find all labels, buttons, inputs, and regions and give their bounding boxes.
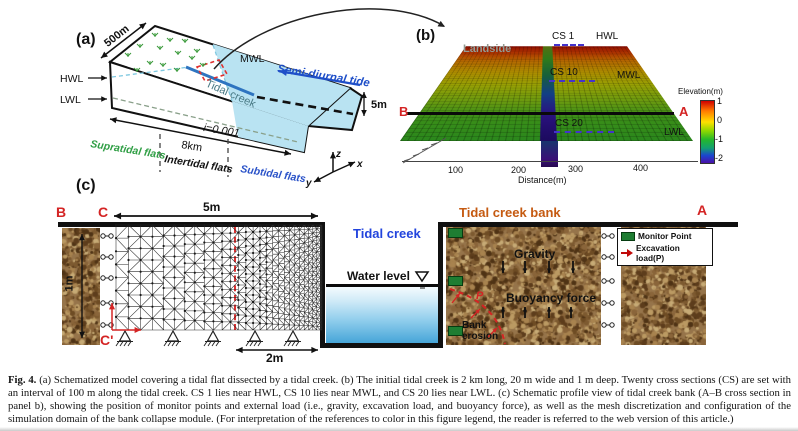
panel-b-label: (b)	[416, 27, 436, 44]
tidal-creek-title: Tidal creek	[353, 226, 421, 241]
monitor-point-bottom	[448, 326, 463, 336]
legend-excavation-row: Excavation load(P)	[621, 243, 709, 263]
hwl-label-b: HWL	[596, 31, 619, 42]
cs10-label: CS 10	[550, 67, 578, 78]
subtidal-water-front	[232, 101, 308, 152]
subtidal-water-top	[213, 44, 350, 126]
panel-b-left-axis	[402, 137, 447, 164]
gravity-label: Gravity	[514, 247, 556, 261]
monitor-point-icon	[621, 231, 635, 241]
tidal-flat-surface	[400, 46, 693, 141]
axis-x-label: x	[356, 159, 363, 170]
tidal-creek-label: Tidal creek	[204, 78, 258, 111]
buoyancy-label: Buoyancy force	[506, 291, 597, 305]
height-1m-label: 1m	[63, 275, 76, 292]
soil-texture-left	[62, 228, 100, 345]
load-p-label: P	[476, 290, 484, 302]
flat-front-face	[108, 60, 310, 154]
top-boundary-right	[438, 222, 738, 227]
corner-b-label: B	[56, 204, 67, 220]
elevation-colorbar	[700, 100, 715, 164]
legend-excavation-label: Excavation load(P)	[636, 243, 680, 263]
vegetation-symbols	[124, 32, 207, 72]
x-tick-100: 100	[448, 165, 464, 175]
legend-monitor-label: Monitor Point	[638, 231, 692, 241]
shoreline-dashed-line	[212, 44, 233, 102]
creek-front-section	[541, 141, 558, 167]
slope-label: i=0.001	[203, 122, 241, 140]
lwl-label-b: LWL	[664, 127, 684, 138]
water-level-label: Water level	[347, 269, 410, 283]
intertidal-flats-label: Intertidal flats	[164, 153, 234, 176]
x-tick-300: 300	[568, 164, 584, 174]
width-500m-label: 500m	[102, 23, 132, 50]
top-boundary-left	[58, 222, 324, 227]
cs1-dashed-line	[554, 44, 584, 46]
section-end-a: A	[679, 104, 689, 119]
x-axis-title: Distance(m)	[518, 175, 567, 185]
zoom-region-box	[195, 59, 229, 82]
tidal-creek-line	[185, 65, 255, 97]
subtidal-flats-label: Subtidal flats	[240, 163, 307, 185]
excavation-stage-line	[234, 227, 236, 330]
axis-y-label: y	[305, 178, 312, 189]
water-surface-line	[326, 284, 438, 287]
axis-z-label: z	[335, 149, 341, 160]
toe-2m-label: 2m	[266, 351, 284, 365]
x-tick-200: 200	[511, 165, 527, 175]
cs20-label: CS 20	[555, 118, 583, 129]
panel-a-arrows	[88, 20, 445, 183]
hwl-label: HWL	[60, 73, 83, 85]
creek-bottom	[320, 343, 443, 348]
landside-label: Landside	[463, 43, 512, 55]
flat-top-face	[107, 24, 352, 128]
supratidal-flats-label: Supratidal flats	[90, 138, 167, 162]
creek-dashed-continuation	[256, 95, 354, 116]
monitor-point-top	[448, 228, 463, 238]
x-tick-400: 400	[633, 163, 649, 173]
lwl-dashed-line	[112, 97, 299, 143]
cs10-dashed-line	[549, 80, 595, 82]
cbar-tick-m2: -2	[715, 153, 724, 163]
panel-a-label: (a)	[76, 31, 96, 48]
panel-c-label: (c)	[76, 177, 96, 194]
mwl-label: MWL	[240, 53, 265, 65]
cs1-label: CS 1	[552, 31, 575, 42]
length-8km-label: 8km	[181, 139, 203, 154]
distance-axis	[402, 161, 698, 163]
corner-a-label: A	[697, 202, 708, 218]
excavation-arrow-icon	[621, 249, 633, 257]
corner-c-label: C	[98, 204, 109, 220]
figure-caption: Fig. 4. (a) Schematized model covering a…	[8, 374, 791, 426]
legend-monitor-row: Monitor Point	[621, 231, 709, 241]
cross-section-ab-line	[406, 112, 674, 115]
bank-title: Tidal creek bank	[459, 205, 561, 220]
page-edge	[0, 427, 798, 431]
elevation-surface-3d	[400, 0, 693, 141]
monitor-point-mid	[448, 276, 463, 286]
cbar-tick-0: 0	[717, 115, 723, 125]
section-end-b: B	[399, 104, 409, 119]
caption-text: (a) Schematized model covering a tidal f…	[8, 374, 791, 426]
cbar-tick-1: 1	[717, 96, 723, 106]
caption-tag: Fig. 4.	[8, 374, 37, 386]
creek-left-wall	[320, 222, 325, 347]
hwl-dashed-line	[111, 66, 190, 78]
cbar-tick-m1: -1	[715, 134, 724, 144]
finite-element-mesh	[114, 223, 323, 331]
legend-box: Monitor Point Excavation load(P)	[617, 228, 713, 266]
corner-c-prime-label: C'	[100, 332, 114, 348]
colorbar-title: Elevation(m)	[678, 87, 723, 96]
mwl-label-b: MWL	[617, 70, 641, 81]
semi-diurnal-tide-label: Semi-diurnal tide	[277, 63, 372, 90]
bank-erosion-label: Bank erosion	[462, 320, 499, 342]
width-5m-label: 5m	[203, 200, 221, 214]
creek-right-wall	[438, 222, 443, 347]
cs20-dashed-line	[554, 131, 614, 133]
lwl-label: LWL	[60, 94, 81, 106]
creek-water	[326, 287, 438, 343]
sea-end-face	[305, 86, 364, 132]
depth-5m-label: 5m	[371, 99, 387, 111]
